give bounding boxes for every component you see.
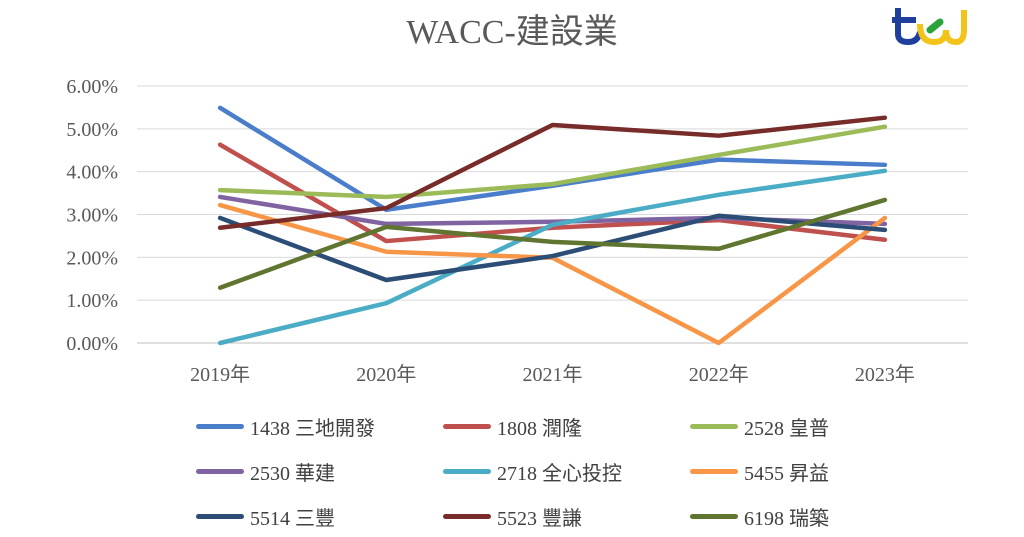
- y-tick-label: 4.00%: [66, 162, 118, 184]
- legend-label: 1808 潤隆: [497, 418, 582, 440]
- series-line-2528: [217, 124, 888, 200]
- legend-item: 1808 潤隆: [443, 412, 582, 441]
- x-tick-label: 2020年: [356, 363, 416, 386]
- x-tick-label: 2019年: [190, 363, 250, 386]
- series-line-5514: [217, 213, 888, 283]
- legend-swatch: [443, 469, 491, 474]
- legend-label: 2718 全心投控: [497, 463, 622, 485]
- legend-item: 1438 三地開發: [196, 412, 375, 441]
- legend-swatch: [690, 424, 738, 429]
- x-tick-label: 2021年: [523, 363, 583, 386]
- series-line-1808: [217, 142, 888, 244]
- series-line-5523: [217, 115, 888, 231]
- legend-label: 2528 皇普: [744, 418, 829, 440]
- legend-item: 6198 瑞築: [690, 502, 829, 531]
- y-tick-label: 1.00%: [66, 290, 118, 312]
- series-line-2718: [217, 168, 888, 346]
- x-tick-label: 2023年: [855, 363, 915, 386]
- legend-label: 5455 昇益: [744, 463, 829, 485]
- brand-logo: [892, 8, 967, 46]
- y-tick-label: 3.00%: [66, 205, 118, 227]
- legend-item: 5523 豐謙: [443, 502, 582, 531]
- line-chart: 0.00% 1.00% 2.00% 3.00% 4.00% 5.00% 6.00% 2019年…: [66, 76, 968, 386]
- legend-label: 2530 華建: [250, 463, 335, 485]
- legend-label: 5514 三豐: [250, 508, 335, 530]
- legend-item: 5514 三豐: [196, 502, 335, 531]
- legend-label: 1438 三地開發: [250, 418, 375, 440]
- legend-item: 2528 皇普: [690, 412, 829, 441]
- legend-swatch: [196, 469, 244, 474]
- legend-item: 5455 昇益: [690, 457, 829, 486]
- legend-swatch: [443, 514, 491, 519]
- x-tick-label: 2022年: [689, 363, 749, 386]
- legend-item: 2530 華建: [196, 457, 335, 486]
- y-tick-label: 6.00%: [66, 76, 118, 98]
- legend-swatch: [690, 469, 738, 474]
- y-tick-label: 5.00%: [66, 119, 118, 141]
- chart-title: WACC-建設業: [406, 14, 618, 51]
- series-line-6198: [217, 197, 888, 290]
- y-tick-label: 0.00%: [66, 333, 118, 355]
- legend-swatch: [690, 514, 738, 519]
- legend-item: 2718 全心投控: [443, 457, 622, 486]
- legend-swatch: [443, 424, 491, 429]
- legend-label: 6198 瑞築: [744, 508, 829, 530]
- legend-swatch: [196, 424, 244, 429]
- y-tick-label: 2.00%: [66, 247, 118, 269]
- legend-label: 5523 豐謙: [497, 508, 582, 530]
- legend-swatch: [196, 514, 244, 519]
